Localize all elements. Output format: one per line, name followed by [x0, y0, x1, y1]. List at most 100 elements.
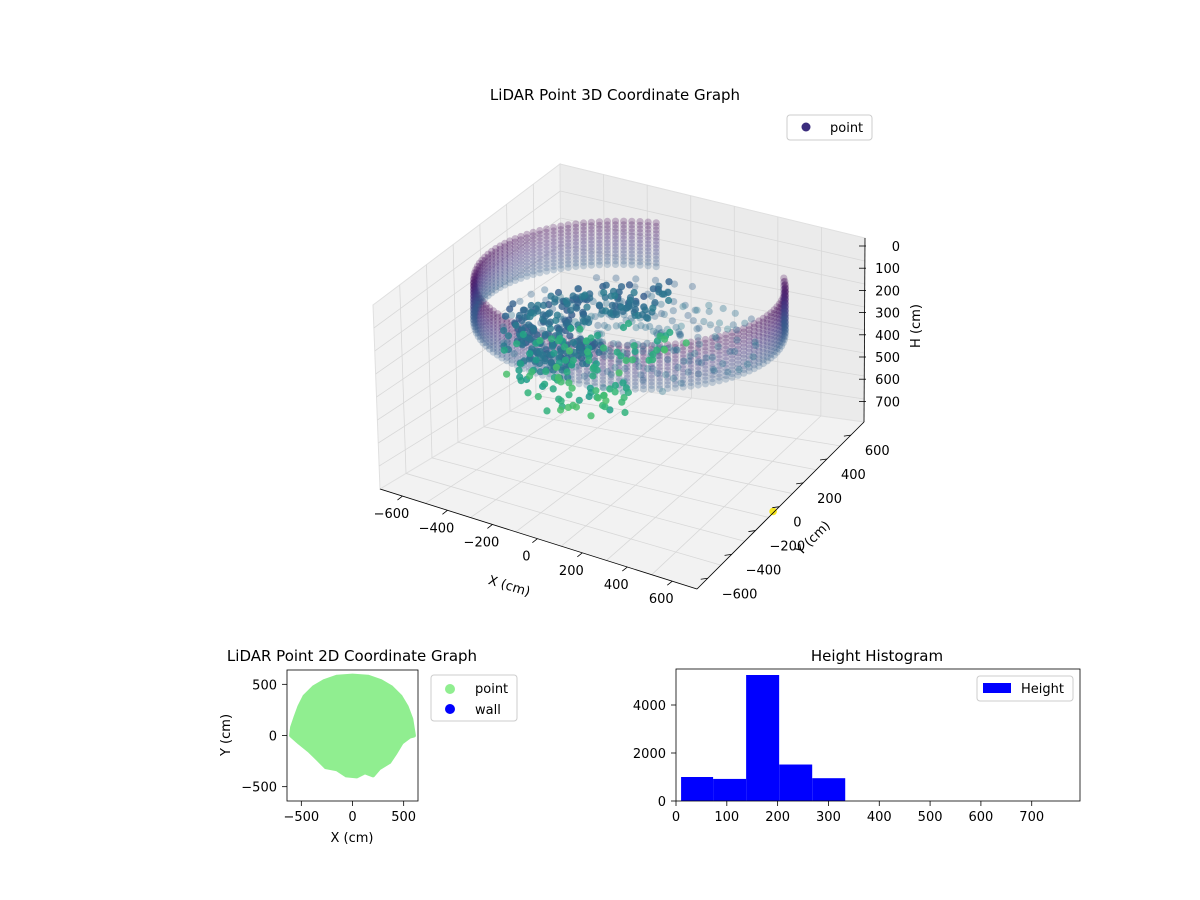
point-3d [479, 311, 487, 319]
point-3d [504, 332, 513, 340]
point-3d [541, 286, 549, 294]
point-3d [635, 362, 643, 370]
point-3d [486, 331, 494, 339]
point-3d [687, 378, 695, 386]
point-3d [503, 319, 511, 327]
point-3d [506, 268, 514, 276]
point-3d [687, 360, 695, 368]
y-axis-label-2d: Y (cm) [219, 714, 234, 757]
point-3d [780, 336, 788, 344]
point-3d [623, 350, 631, 358]
x-ticks-3d: −600 −400 −200 0 200 400 600 [374, 495, 674, 607]
point-3d [781, 323, 789, 331]
point-3d [595, 232, 604, 240]
point-3d [472, 292, 481, 300]
point-3d [661, 346, 669, 354]
point-3d [564, 242, 572, 250]
point-3d [745, 344, 753, 353]
point-3d [576, 325, 584, 333]
point-3d [664, 366, 672, 374]
point-3d [628, 217, 636, 225]
point-3d [580, 219, 588, 227]
point-3d [562, 297, 570, 305]
point-3d [557, 240, 565, 248]
point-3d [664, 352, 672, 360]
point-3d [734, 345, 742, 353]
point-3d [470, 275, 478, 283]
point-3d [695, 340, 703, 348]
point-3d [496, 270, 504, 278]
grid-line-floor-x [651, 415, 822, 576]
point-3d [715, 358, 723, 366]
point-3d [648, 367, 656, 375]
point-3d [472, 272, 480, 280]
point-3d [740, 343, 748, 351]
x-tick-3d [397, 495, 403, 501]
point-3d [517, 246, 525, 254]
z-axis-line [863, 237, 866, 423]
point-3d [656, 352, 664, 360]
point-3d [722, 357, 730, 365]
point-3d [781, 287, 789, 295]
point-3d [565, 391, 573, 399]
point-3d [652, 259, 660, 267]
grid-line-back-wall-h [561, 325, 865, 377]
point-3d [631, 367, 639, 375]
point-3d [671, 340, 680, 348]
point-3d [649, 365, 657, 373]
point-3d [546, 318, 555, 326]
point-3d [541, 357, 549, 365]
point-3d [767, 309, 775, 317]
point-3d [474, 312, 482, 320]
point-3d [479, 318, 487, 326]
point-3d [679, 346, 687, 354]
point-3d [557, 257, 565, 266]
point-3d [493, 327, 502, 335]
x-tick-label-hist: 200 [765, 810, 790, 825]
point-3d [781, 318, 789, 327]
point-3d [595, 243, 604, 251]
point-3d [745, 333, 753, 341]
point-3d [471, 269, 479, 277]
point-3d [482, 328, 490, 336]
point-3d [781, 326, 789, 334]
point-3d [472, 289, 480, 298]
z-tick-label-3d: 0 [892, 240, 900, 255]
point-3d [470, 323, 478, 331]
point-3d [546, 325, 555, 333]
point-3d [694, 333, 702, 341]
point-3d [770, 336, 778, 344]
point-3d [652, 252, 660, 260]
point-3d [556, 335, 564, 343]
point-3d [580, 230, 588, 238]
point-3d [587, 229, 596, 237]
point-3d [617, 352, 625, 360]
point-3d [652, 255, 660, 263]
point-3d [476, 319, 485, 327]
point-3d [679, 368, 687, 376]
point-3d [492, 262, 500, 270]
point-3d [639, 360, 648, 368]
point-3d [759, 352, 767, 360]
x-tick-3d [667, 580, 673, 586]
point-3d [549, 341, 557, 349]
point-3d [770, 332, 778, 340]
point-3d [501, 312, 509, 320]
point-3d [474, 322, 482, 330]
point-3d [574, 285, 582, 293]
point-3d [676, 332, 684, 340]
point-3d [662, 371, 670, 379]
point-3d [775, 307, 784, 315]
point-3d [708, 367, 717, 375]
point-3d [684, 311, 692, 320]
point-3d [586, 384, 595, 392]
point-3d [740, 347, 748, 355]
point-3d [587, 258, 596, 266]
point-3d [476, 325, 485, 333]
point-3d [479, 335, 487, 343]
point-3d [722, 345, 730, 353]
x-tick-label-hist: 600 [968, 810, 993, 825]
point-3d [677, 322, 685, 330]
point-3d [775, 338, 784, 346]
point-3d [517, 243, 525, 251]
